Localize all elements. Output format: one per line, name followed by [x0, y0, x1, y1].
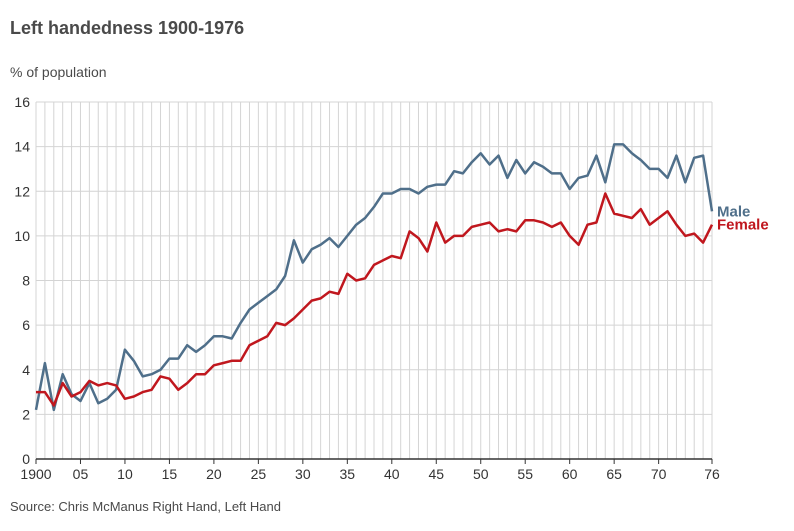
x-tick-label: 30 [295, 466, 311, 482]
series-line-female [36, 192, 714, 407]
y-tick-labels: 0 2 4 6 8 10 12 14 16 [14, 94, 30, 467]
x-tick-label: 45 [428, 466, 444, 482]
series-label-male: Male [717, 203, 750, 220]
x-tick-label: 70 [651, 466, 667, 482]
y-tick-label: 14 [14, 139, 30, 155]
y-tick-label: 8 [22, 273, 30, 289]
x-tick-label: 20 [206, 466, 222, 482]
y-tick-label: 10 [14, 228, 30, 244]
x-tick-label: 55 [517, 466, 533, 482]
x-tick-label: 05 [73, 466, 89, 482]
x-tick-label: 1900 [20, 466, 51, 482]
x-tick-labels: 1900 05 10 15 20 25 30 35 40 45 50 55 60 65 70 76 [20, 459, 720, 482]
series-line-male [34, 143, 714, 412]
x-tick-label: 25 [251, 466, 267, 482]
x-tick-label: 10 [117, 466, 133, 482]
series-label-female: Female [717, 217, 769, 234]
y-tick-label: 0 [22, 451, 30, 467]
y-tick-label: 12 [14, 183, 30, 199]
series-lines [34, 143, 714, 412]
x-tick-label: 50 [473, 466, 489, 482]
x-tick-label: 60 [562, 466, 578, 482]
x-tick-label: 40 [384, 466, 400, 482]
x-tick-label: 35 [340, 466, 356, 482]
x-tick-label: 15 [162, 466, 178, 482]
y-tick-label: 16 [14, 94, 30, 110]
x-tick-label: 65 [606, 466, 622, 482]
y-axis-label: % of population [10, 64, 107, 80]
chart-title: Left handedness 1900-1976 [10, 18, 245, 38]
y-tick-label: 2 [22, 406, 30, 422]
y-tick-label: 6 [22, 317, 30, 333]
gridlines [35, 101, 713, 460]
x-tick-label: 76 [704, 466, 720, 482]
source-note: Source: Chris McManus Right Hand, Left H… [10, 499, 281, 514]
y-tick-label: 4 [22, 362, 30, 378]
